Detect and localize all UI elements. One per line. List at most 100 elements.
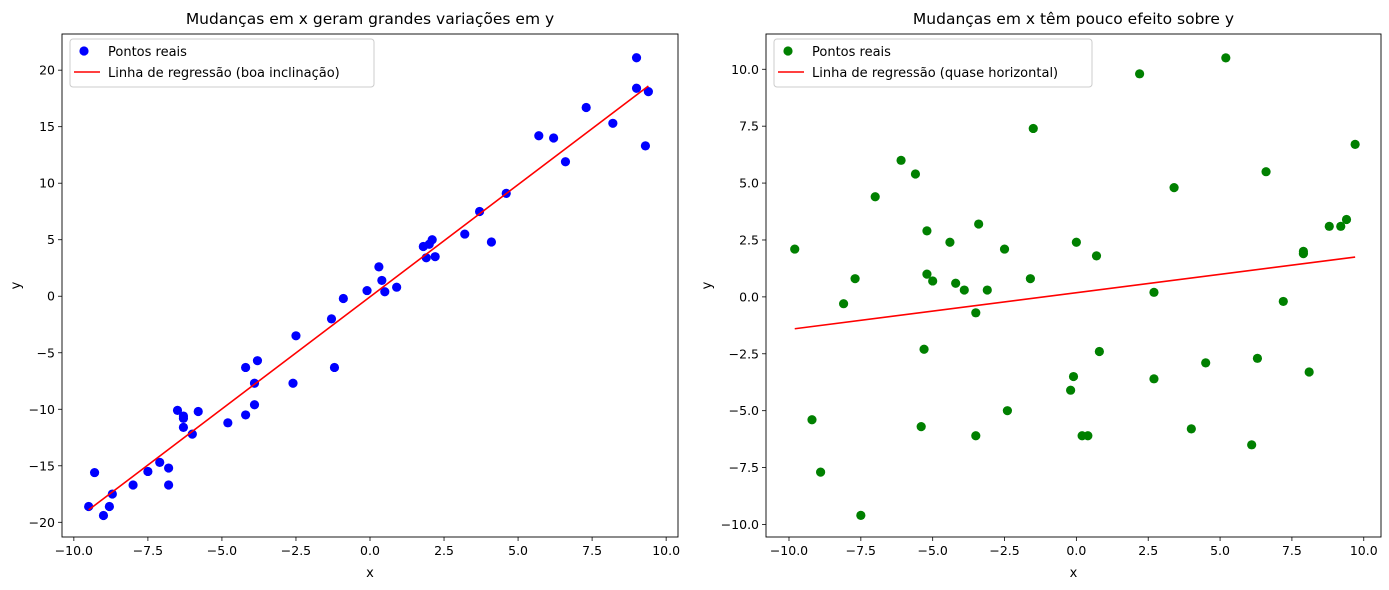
- x-tick-label: 2.5: [1138, 543, 1158, 558]
- data-point: [928, 276, 938, 286]
- data-point: [1002, 406, 1013, 416]
- x-tick-label: 10.0: [1350, 543, 1378, 558]
- y-tick-label: −10: [29, 402, 55, 417]
- chart-right: Mudanças em x têm pouco efeito sobre y −1…: [700, 10, 1382, 581]
- data-point: [377, 275, 387, 286]
- data-point: [474, 206, 485, 217]
- data-point: [98, 510, 109, 521]
- data-point: [643, 87, 653, 97]
- legend-label-scatter: Pontos reais: [108, 45, 187, 60]
- data-point: [1169, 183, 1179, 193]
- x-tick-label: 0.0: [360, 543, 380, 558]
- data-point: [172, 405, 183, 416]
- x-axis-label: x: [1070, 566, 1078, 581]
- data-point: [1298, 249, 1309, 259]
- chart-title: Mudanças em x geram grandes variações em…: [186, 10, 554, 28]
- x-tick-label: 0.0: [1066, 543, 1086, 558]
- data-point: [164, 480, 174, 490]
- y-tick-label: −5: [37, 345, 55, 360]
- y-tick-label: −20: [29, 515, 55, 530]
- data-point: [107, 489, 117, 499]
- data-point: [338, 293, 348, 304]
- data-point: [896, 155, 906, 165]
- y-axis-label: y: [700, 281, 715, 289]
- data-point: [1304, 367, 1314, 377]
- data-point: [1025, 274, 1035, 284]
- data-point: [1149, 287, 1159, 297]
- data-point: [910, 169, 921, 179]
- data-point: [971, 431, 981, 441]
- data-point: [945, 237, 955, 247]
- data-point: [223, 418, 233, 428]
- y-tick-label: 2.5: [739, 232, 759, 247]
- legend-label-regression: Linha de regressão (boa inclinação): [108, 66, 340, 81]
- data-point: [143, 466, 153, 477]
- x-tick-label: 2.5: [434, 543, 454, 558]
- y-tick-label: −2.5: [729, 346, 759, 361]
- data-point: [631, 83, 642, 93]
- chart-title: Mudanças em x têm pouco efeito sobre y: [913, 10, 1234, 28]
- x-tick-label: −2.5: [281, 543, 311, 558]
- data-point: [291, 331, 301, 341]
- data-point: [790, 244, 800, 254]
- data-point: [1247, 440, 1257, 450]
- data-point: [982, 285, 992, 295]
- x-tick-label: 10.0: [652, 543, 680, 558]
- data-point: [380, 287, 390, 297]
- x-tick-label: −5.0: [207, 543, 237, 558]
- chart-left: Mudanças em x geram grandes variações em…: [9, 10, 680, 581]
- data-point: [1028, 123, 1038, 134]
- y-tick-label: 5: [47, 232, 55, 247]
- data-point: [241, 362, 251, 373]
- y-tick-label: 15: [39, 119, 55, 134]
- data-point: [187, 429, 197, 439]
- data-point: [608, 118, 618, 128]
- data-point: [838, 299, 849, 309]
- data-point: [807, 415, 817, 425]
- y-tick-label: −7.5: [729, 460, 759, 475]
- data-point: [856, 510, 866, 520]
- data-point: [326, 314, 337, 324]
- data-point: [430, 252, 440, 262]
- y-tick-label: 0.0: [739, 289, 759, 304]
- data-point: [241, 410, 251, 420]
- data-point: [959, 285, 969, 295]
- x-tick-label: −2.5: [989, 543, 1019, 558]
- legend-label-regression: Linha de regressão (quase horizontal): [812, 66, 1058, 81]
- y-axis-label: y: [9, 281, 24, 289]
- data-point: [534, 131, 544, 141]
- x-tick-label: −10.0: [55, 543, 93, 558]
- data-point: [427, 235, 437, 245]
- data-point: [486, 237, 497, 247]
- data-point: [1252, 353, 1263, 363]
- x-tick-label: −7.5: [133, 543, 163, 558]
- y-tick-label: 5.0: [739, 176, 759, 191]
- axes-frame: [61, 33, 679, 538]
- data-point: [816, 467, 826, 477]
- data-point: [374, 262, 384, 272]
- regression-line: [794, 256, 1356, 330]
- data-point: [971, 308, 981, 318]
- data-point: [1094, 346, 1104, 357]
- data-point: [640, 141, 651, 151]
- data-point: [155, 457, 165, 467]
- data-point: [249, 400, 260, 410]
- legend-box: [773, 38, 1093, 88]
- y-tick-label: 10: [39, 176, 55, 191]
- data-point: [1278, 296, 1288, 307]
- x-tick-label: 7.5: [1282, 543, 1302, 558]
- axes-frame: [765, 33, 1382, 538]
- y-tick-label: 0: [47, 289, 55, 304]
- data-point: [974, 219, 984, 229]
- x-tick-label: −7.5: [846, 543, 876, 558]
- x-tick-label: 5.0: [1210, 543, 1230, 558]
- data-point: [1350, 139, 1360, 149]
- data-point: [549, 133, 559, 143]
- data-point: [560, 157, 571, 167]
- x-tick-label: −10.0: [770, 543, 808, 558]
- data-point: [1341, 214, 1352, 225]
- legend-marker-scatter: [79, 46, 89, 56]
- y-tick-label: 10.0: [731, 62, 759, 77]
- y-tick-label: −10.0: [721, 517, 759, 532]
- data-point: [362, 285, 372, 296]
